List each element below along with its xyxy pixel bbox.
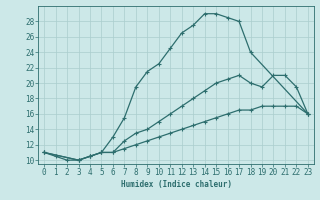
X-axis label: Humidex (Indice chaleur): Humidex (Indice chaleur) [121, 180, 231, 189]
